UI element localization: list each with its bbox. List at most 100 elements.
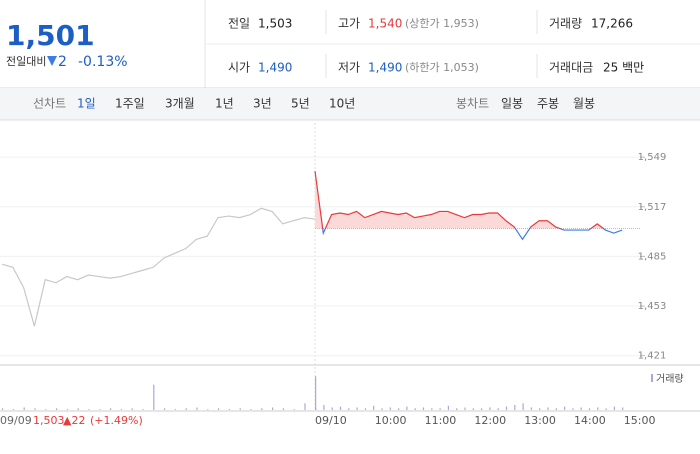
- volume-bar: [489, 407, 491, 410]
- info-value: 1,503: [258, 17, 292, 31]
- tab[interactable]: 주봉: [537, 97, 559, 111]
- volume-bar: [142, 409, 144, 410]
- volume-bar: [261, 408, 263, 410]
- info-value: 1,490: [368, 61, 402, 75]
- info-label: 거래량: [549, 17, 582, 31]
- volume-bar: [398, 408, 400, 410]
- volume-bar: [447, 405, 449, 410]
- footer-rate: (+1.49%): [90, 414, 143, 427]
- volume-bar: [293, 409, 295, 410]
- volume-bar: [481, 408, 483, 410]
- footer-date: 09/09: [0, 414, 32, 427]
- info-label: 전일: [228, 17, 250, 31]
- footer-change: ▲22: [63, 414, 85, 427]
- info-value: 1,540: [368, 17, 402, 31]
- info-label: 고가: [338, 17, 360, 31]
- volume-bar: [381, 408, 383, 410]
- volume-bar: [153, 384, 155, 410]
- info-value: 1,490: [258, 61, 292, 75]
- volume-bar: [497, 408, 499, 410]
- volume-bar: [196, 407, 198, 410]
- tabs: 선차트 1일 1주일 3개월 1년 3년 5년 10년 봉차트 일봉 주봉 월봉: [33, 97, 595, 111]
- volume-bar: [431, 408, 433, 410]
- legend-swatch: [651, 374, 653, 382]
- tab[interactable]: 월봉: [573, 97, 595, 111]
- volume-bar: [439, 408, 441, 410]
- y-tick-label: 1,485: [638, 251, 667, 262]
- footer-close: 1,503: [33, 414, 65, 427]
- volume-bar: [56, 408, 58, 410]
- y-tick-label: 1,421: [638, 351, 667, 362]
- volume-bar: [164, 408, 166, 410]
- price: 1,501: [6, 19, 95, 52]
- volume-bar: [282, 408, 284, 410]
- tab[interactable]: 10년: [329, 97, 355, 111]
- volume-bar: [613, 406, 615, 410]
- volume-bar: [239, 408, 241, 410]
- x-tick-label: 11:00: [425, 414, 457, 427]
- x-tick-label: 12:00: [474, 414, 506, 427]
- volume-bar: [605, 408, 607, 410]
- x-tick-label: 15:00: [624, 414, 656, 427]
- volume-bar: [373, 405, 375, 410]
- volume-bar: [555, 408, 557, 410]
- info-note: (상한가 1,953): [405, 17, 479, 30]
- x-tick-label: 13:00: [524, 414, 556, 427]
- volume-bar: [331, 407, 333, 410]
- change: 2: [58, 54, 67, 70]
- tab-bar: [0, 88, 700, 120]
- volume-bar: [597, 407, 599, 410]
- plot: 1,421 1,453 1,485 1,517 1,549 09/10 10:00 11:00…: [0, 123, 700, 427]
- tab[interactable]: 5년: [291, 97, 310, 111]
- volume-bar: [588, 408, 591, 410]
- volume-bar: [228, 409, 230, 410]
- tab[interactable]: 3개월: [165, 97, 195, 111]
- volume-bar: [539, 408, 541, 410]
- volume-bar: [323, 404, 325, 410]
- volume-bar: [218, 408, 220, 410]
- tab[interactable]: 1일: [77, 97, 96, 111]
- volume-bar: [622, 407, 624, 410]
- volume-bar: [120, 409, 122, 410]
- volume-bar: [2, 408, 4, 410]
- info-table: 전일 1,503 고가 1,540 (상한가 1,953) 거래량 17,266 시가 1,49…: [205, 10, 700, 78]
- tab[interactable]: 3년: [253, 97, 272, 111]
- volume-bar: [414, 408, 416, 410]
- volume-bar: [406, 406, 408, 410]
- tab[interactable]: 1주일: [115, 97, 145, 111]
- volume-bar: [23, 407, 25, 410]
- tab[interactable]: 1년: [215, 97, 234, 111]
- down-icon: [47, 56, 57, 66]
- volume-bar: [34, 408, 36, 410]
- volume-bar: [185, 408, 187, 410]
- price-line: [314, 171, 623, 241]
- volume-bar: [456, 408, 458, 410]
- info-value: 17,266: [591, 17, 633, 31]
- volume-bar: [77, 408, 79, 410]
- volume-bar: [580, 407, 582, 410]
- volume-bar: [272, 407, 274, 410]
- x-tick-label: 10:00: [375, 414, 407, 427]
- volume-bar: [99, 409, 101, 410]
- change-label: 전일대비: [6, 54, 46, 68]
- x-tick-label: 09/10: [315, 414, 347, 427]
- volume-bar: [564, 406, 566, 410]
- volume-bar: [110, 408, 112, 410]
- volume-bar: [304, 403, 306, 410]
- area-up: [315, 171, 623, 229]
- tab[interactable]: 일봉: [501, 97, 523, 111]
- y-tick-label: 1,453: [638, 301, 667, 312]
- y-tick-label: 1,517: [638, 202, 667, 213]
- info-value: 25 백만: [603, 61, 644, 75]
- volume-bar: [464, 407, 466, 410]
- volume-bar: [364, 408, 366, 410]
- legend-label: 거래량: [656, 373, 684, 385]
- x-tick-label: 14:00: [574, 414, 606, 427]
- volume-bar: [339, 406, 342, 410]
- volume-bar: [356, 407, 358, 410]
- volume-bar: [174, 409, 176, 410]
- volume-bar: [66, 409, 68, 410]
- volume-bar: [389, 407, 391, 410]
- info-note: (하한가 1,053): [405, 60, 479, 74]
